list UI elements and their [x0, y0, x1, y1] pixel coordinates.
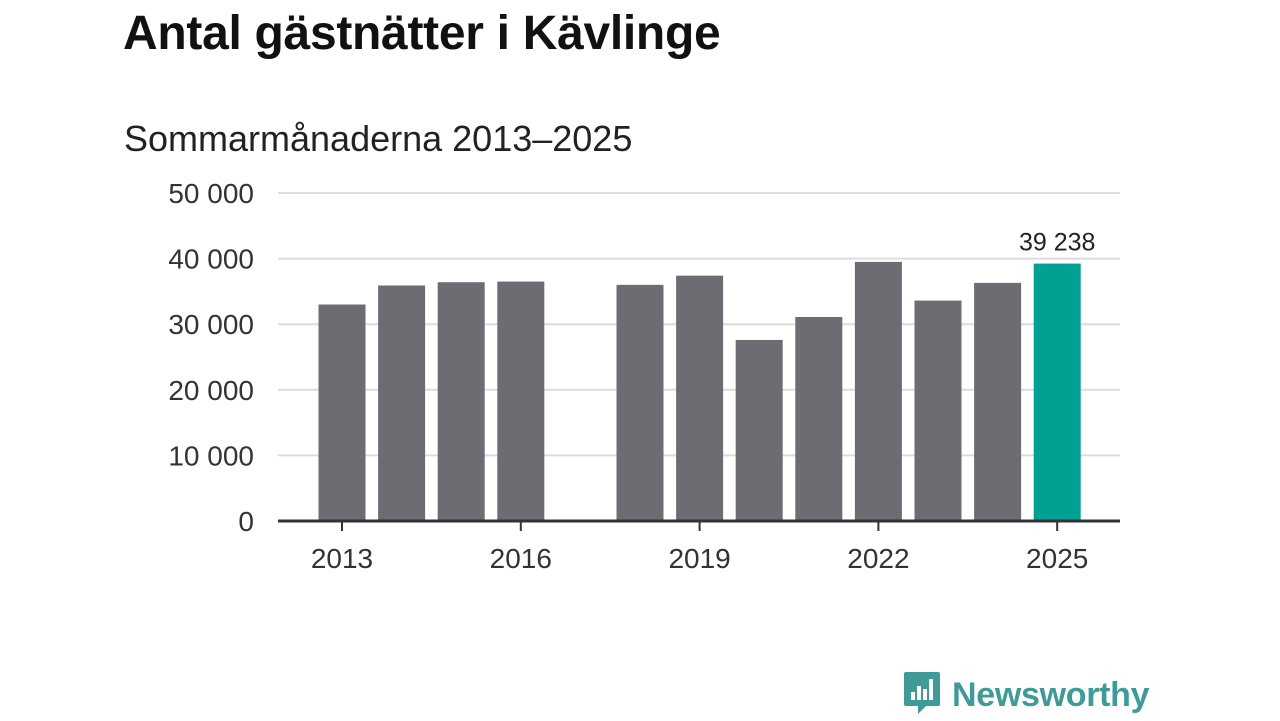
bar-2013 — [318, 304, 366, 521]
chart-subtitle: Sommarmånaderna 2013–2025 — [124, 118, 633, 159]
x-tick-label: 2022 — [847, 543, 909, 574]
bar-chart-speech-bubble-icon — [902, 670, 942, 721]
newsworthy-logo: Newsworthy — [902, 670, 1150, 721]
x-tick-label: 2016 — [490, 543, 552, 574]
x-tick-label: 2013 — [311, 543, 373, 574]
bar-2016 — [497, 281, 545, 521]
y-tick-label: 10 000 — [168, 440, 254, 471]
y-tick-label: 30 000 — [168, 309, 254, 340]
y-tick-label: 0 — [238, 506, 254, 537]
bar-2014 — [378, 285, 426, 521]
y-tick-label: 40 000 — [168, 244, 254, 275]
x-axis — [278, 519, 1120, 531]
labels: 0 10 000 20 000 30 000 40 000 50 000 39 238 201… — [168, 178, 1095, 574]
bar-2019 — [676, 275, 724, 521]
y-tick-label: 20 000 — [168, 375, 254, 406]
bar-2024 — [974, 282, 1022, 521]
x-tick-label: 2025 — [1026, 543, 1088, 574]
chart-title: Antal gästnätter i Kävlinge — [123, 7, 721, 60]
bar-2021 — [795, 316, 843, 521]
x-tick-label: 2019 — [668, 543, 730, 574]
bar-2022 — [854, 261, 902, 521]
bar-2025 — [1033, 263, 1081, 521]
logo-text: Newsworthy — [952, 676, 1150, 714]
bars — [318, 261, 1081, 521]
bar-2020 — [735, 339, 783, 521]
data-label-2025: 39 238 — [1019, 229, 1095, 257]
y-tick-label: 50 000 — [168, 178, 254, 209]
bar-2023 — [914, 300, 962, 521]
bar-2018 — [616, 284, 664, 521]
bar-2015 — [437, 282, 485, 521]
